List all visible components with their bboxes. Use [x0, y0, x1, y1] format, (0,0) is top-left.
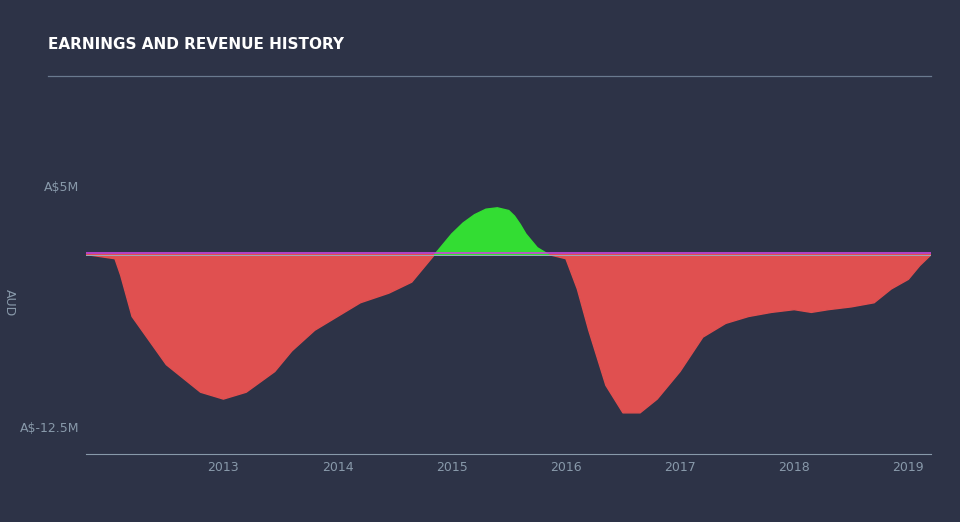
Text: EARNINGS AND REVENUE HISTORY: EARNINGS AND REVENUE HISTORY: [48, 37, 344, 52]
Y-axis label: AUD: AUD: [3, 289, 16, 316]
